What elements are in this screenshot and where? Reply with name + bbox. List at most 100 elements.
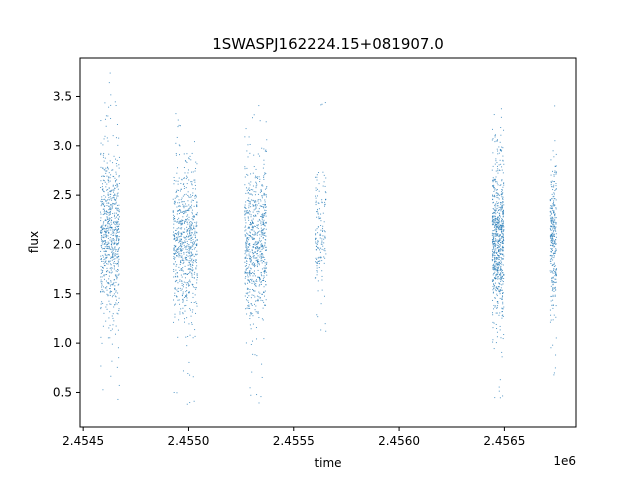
data-point (107, 263, 109, 265)
data-point (260, 215, 262, 217)
data-point (259, 234, 261, 236)
data-point (181, 220, 183, 222)
data-point (551, 193, 553, 195)
data-point (497, 153, 499, 155)
data-point (106, 162, 108, 164)
data-point (317, 240, 319, 242)
data-point (503, 184, 505, 186)
data-point (501, 223, 503, 225)
data-point (100, 306, 102, 308)
data-point (245, 342, 247, 344)
data-point (183, 177, 185, 179)
data-point (549, 236, 551, 238)
data-point (182, 263, 184, 265)
data-point (192, 296, 194, 298)
data-point (190, 225, 192, 227)
data-point (263, 245, 265, 247)
data-point (252, 253, 254, 255)
data-point (551, 219, 553, 221)
data-point (501, 277, 503, 279)
data-point (245, 292, 247, 294)
data-point (315, 195, 317, 197)
data-point (553, 198, 555, 200)
data-point (501, 249, 503, 251)
data-point (179, 303, 181, 305)
data-point (116, 276, 118, 278)
data-point (179, 227, 181, 229)
data-point (184, 219, 186, 221)
data-point (114, 221, 116, 223)
data-point (112, 256, 114, 258)
y-tick-label: 3.5 (53, 89, 72, 103)
data-point (555, 289, 557, 291)
data-point (194, 170, 196, 172)
data-point (115, 276, 117, 278)
data-point (551, 213, 553, 215)
data-point (249, 258, 251, 260)
data-point (110, 256, 112, 258)
data-point (184, 205, 186, 207)
data-point (111, 245, 113, 247)
data-point (108, 261, 110, 263)
data-point (180, 268, 182, 270)
data-point (321, 279, 323, 281)
data-point (493, 227, 495, 229)
data-point (248, 280, 250, 282)
data-point (253, 238, 255, 240)
data-point (254, 296, 256, 298)
data-point (118, 310, 120, 312)
data-point (118, 240, 120, 242)
data-point (502, 233, 504, 235)
data-point (323, 249, 325, 251)
data-point (498, 390, 500, 392)
data-point (551, 280, 553, 282)
data-point (554, 105, 556, 107)
data-point (175, 265, 177, 267)
data-point (555, 243, 557, 245)
data-point (498, 250, 500, 252)
data-point (176, 172, 178, 174)
data-point (256, 300, 258, 302)
data-point (498, 250, 500, 252)
data-point (100, 220, 102, 222)
data-point (501, 270, 503, 272)
data-point (245, 242, 247, 244)
data-point (180, 221, 182, 223)
data-point (249, 234, 251, 236)
data-point (108, 209, 110, 211)
data-point (184, 321, 186, 323)
data-point (196, 273, 198, 275)
data-point (494, 211, 496, 213)
data-point (263, 176, 265, 178)
data-point (177, 202, 179, 204)
data-point (114, 199, 116, 201)
data-point (175, 180, 177, 182)
data-point (500, 134, 502, 136)
data-point (118, 219, 120, 221)
data-point (190, 227, 192, 229)
data-point (258, 176, 260, 178)
data-point (264, 199, 266, 201)
data-point (191, 259, 193, 261)
data-point (181, 227, 183, 229)
data-point (264, 242, 266, 244)
data-point (191, 261, 193, 263)
data-point (496, 252, 498, 254)
data-point (314, 176, 316, 178)
data-point (102, 254, 104, 256)
data-point (555, 230, 557, 232)
data-point (493, 272, 495, 274)
data-point (550, 184, 552, 186)
data-point (172, 234, 174, 236)
data-point (116, 253, 118, 255)
data-point (179, 145, 181, 147)
data-point (315, 229, 317, 231)
data-point (495, 274, 497, 276)
data-point (178, 266, 180, 268)
data-point (496, 336, 498, 338)
data-point (116, 312, 118, 314)
data-point (103, 259, 105, 261)
data-point (249, 201, 251, 203)
data-point (176, 221, 178, 223)
data-point (118, 274, 120, 276)
